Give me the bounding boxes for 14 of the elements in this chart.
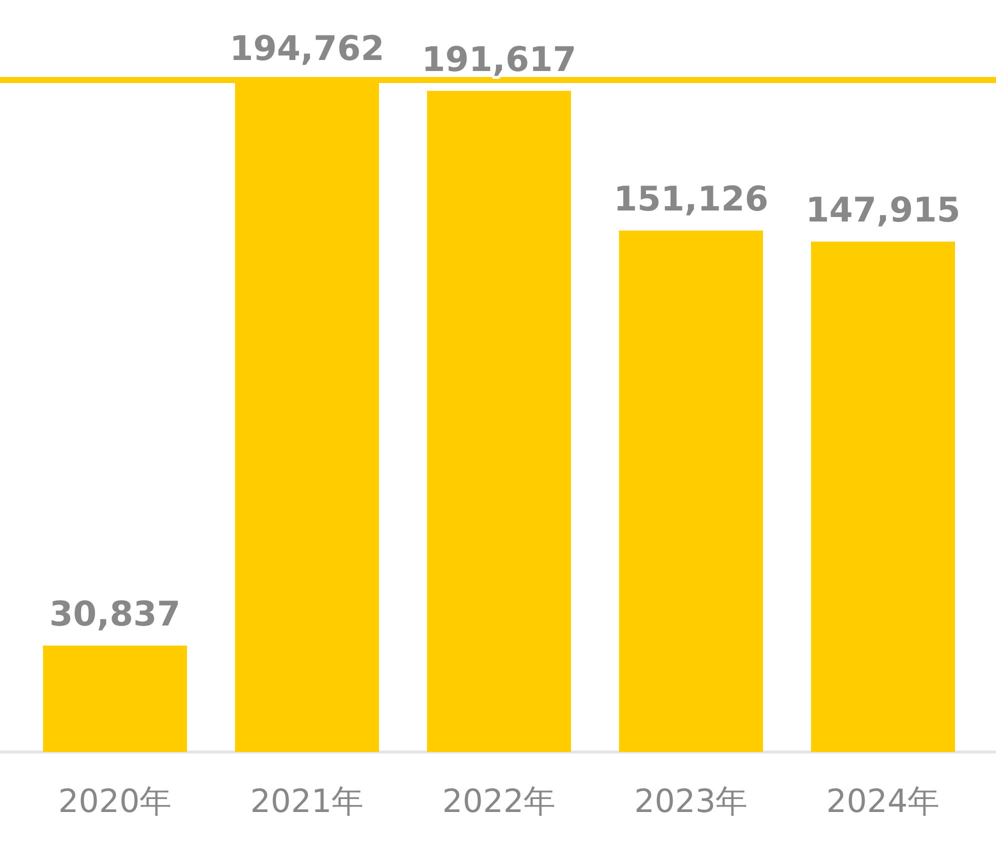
x-tick-label: 2023年 <box>634 782 748 820</box>
bar <box>427 90 571 752</box>
x-tick-label: 2024年 <box>826 782 940 820</box>
data-label: 151,126 <box>614 180 768 220</box>
x-tick-label: 2021年 <box>250 782 364 820</box>
data-label: 147,915 <box>806 190 960 231</box>
data-label: 30,837 <box>49 594 181 635</box>
bar <box>619 230 763 752</box>
data-label: 194,762 <box>230 29 384 69</box>
x-tick-label: 2020年 <box>58 782 172 820</box>
bar <box>811 242 955 752</box>
x-tick-label: 2022年 <box>442 782 556 820</box>
bar <box>43 646 187 752</box>
data-label: 191,617 <box>422 40 576 80</box>
